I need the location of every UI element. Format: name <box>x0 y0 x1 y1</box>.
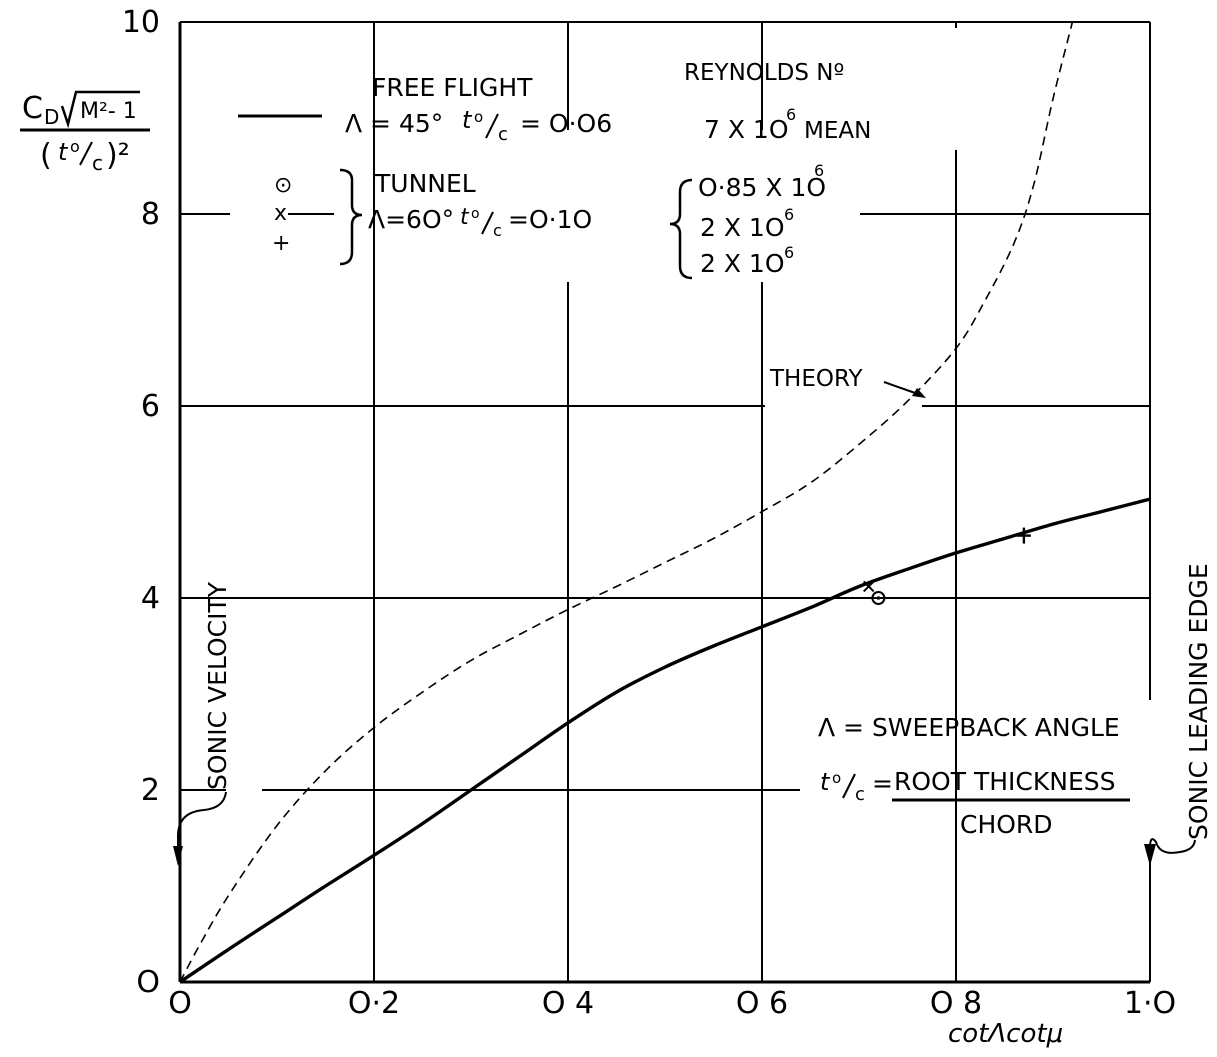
ratio-t: t <box>820 768 831 796</box>
ratio-c: c <box>855 784 865 805</box>
legend-free-flight-sweep: Λ = 45° <box>345 109 443 138</box>
sonic-leading-edge-leader <box>1149 838 1196 854</box>
y-label-slash <box>79 141 93 166</box>
sonic-velocity-leader <box>177 791 227 855</box>
y-label-d: D <box>44 105 59 129</box>
x-tick-label: 1·O <box>1124 986 1176 1021</box>
free-flight-curve <box>179 497 1151 984</box>
ratio-o: o <box>832 769 841 787</box>
legend-plus-marker: + <box>272 231 290 256</box>
plus-point <box>1016 527 1031 544</box>
y-tick-label: 10 <box>122 5 160 40</box>
sonic-leading-edge-arrowhead <box>1144 844 1156 866</box>
legend-free-flight-o: o <box>474 108 483 126</box>
legend-reynolds-1: O·85 X 1O <box>698 173 826 202</box>
y-label-root: M²- 1 <box>80 99 137 124</box>
y-tick-label: 2 <box>141 773 160 808</box>
sonic-velocity-arrowhead <box>173 846 183 866</box>
legend-free-flight-value: = O·O6 <box>520 109 612 138</box>
circle-dot-point <box>871 591 886 605</box>
x-tick-label: O 8 <box>930 986 982 1021</box>
legend: FREE FLIGHT Λ = 45° t o c = O·O6 REYNOLD… <box>238 60 871 280</box>
x-axis-label: cotΛcotμ <box>948 1019 1063 1049</box>
data-markers <box>862 527 1031 605</box>
legend-free-flight-slash <box>485 113 499 139</box>
cross-stroke <box>862 580 875 593</box>
y-label-open-paren: ( <box>40 138 52 173</box>
legend-free-flight: FREE FLIGHT <box>372 73 533 102</box>
sonic-velocity-label: SONIC VELOCITY <box>203 581 232 790</box>
chord-label: CHORD <box>960 810 1053 839</box>
legend-tunnel-c: c <box>493 221 502 240</box>
legend-tunnel-o: o <box>471 206 480 222</box>
tick-labels: O 2 4 6 8 10 O O·2 O 4 O 6 O 8 1·O <box>122 5 1176 1021</box>
theory-curve <box>179 21 1074 983</box>
legend-free-flight-c: c <box>498 124 508 145</box>
circle-dot-ring <box>871 591 886 605</box>
legend-tunnel: TUNNEL <box>374 169 476 198</box>
y-tick-label: 8 <box>141 197 160 232</box>
legend-tunnel-value: =O·1O <box>508 205 592 234</box>
x-tick-label: O 6 <box>736 986 788 1021</box>
legend-cross-marker: x <box>274 201 287 226</box>
grid-lines <box>178 21 1151 984</box>
y-tick-label: 6 <box>141 389 160 424</box>
x-tick-label: O 4 <box>542 986 594 1021</box>
theory-leader <box>883 381 919 395</box>
theory-arrowhead <box>912 388 926 398</box>
curves <box>179 21 1151 984</box>
y-label-c2: c <box>92 151 103 175</box>
legend-reynolds-2: 2 X 1O <box>700 213 785 242</box>
legend-reynolds-2-exp: 6 <box>784 205 794 224</box>
legend-reynolds-free-flight-suffix: MEAN <box>804 118 871 144</box>
legend-reynolds-free-flight: 7 X 1O <box>704 115 789 144</box>
legend-reynolds-3-exp: 6 <box>784 243 794 262</box>
legend-free-flight-t: t <box>462 106 473 134</box>
theory-label: THEORY <box>769 366 863 392</box>
y-tick-label: O <box>136 965 160 1000</box>
legend-tunnel-sweep: Λ=6O° <box>368 205 454 234</box>
y-tick-label: 4 <box>141 581 160 616</box>
legend-reynolds-title: REYNOLDS Nº <box>684 60 844 86</box>
x-tick-label: O·2 <box>348 986 400 1021</box>
ratio-equals: = <box>872 769 893 798</box>
ratio-slash <box>842 773 856 799</box>
y-axis-label: C D M²- 1 ( t o c )² <box>20 90 150 175</box>
circle-dot-center <box>876 596 881 600</box>
legend-circle-dot-marker: ⊙ <box>274 173 292 198</box>
y-label-t: t <box>58 138 69 166</box>
sonic-leading-edge-label: SONIC LEADING EDGE <box>1184 563 1213 840</box>
legend-brace-tunnel <box>339 168 363 266</box>
root-thickness-label: ROOT THICKNESS <box>894 767 1115 796</box>
y-label-o: o <box>70 137 80 156</box>
legend-reynolds-free-flight-exp: 6 <box>786 105 796 124</box>
legend-tunnel-slash <box>481 211 494 235</box>
y-label-c: C <box>22 91 43 126</box>
sweepback-definition: Λ = SWEEPBACK ANGLE <box>818 713 1120 742</box>
legend-tunnel-t: t <box>460 205 470 230</box>
y-label-radical <box>60 90 140 129</box>
x-tick-label: O <box>168 986 192 1021</box>
legend-brace-reynolds <box>669 178 693 280</box>
y-label-close-paren: )² <box>106 138 130 173</box>
cross-point <box>862 580 875 593</box>
legend-reynolds-3: 2 X 1O <box>700 249 785 278</box>
legend-reynolds-1-exp: 6 <box>814 161 824 180</box>
